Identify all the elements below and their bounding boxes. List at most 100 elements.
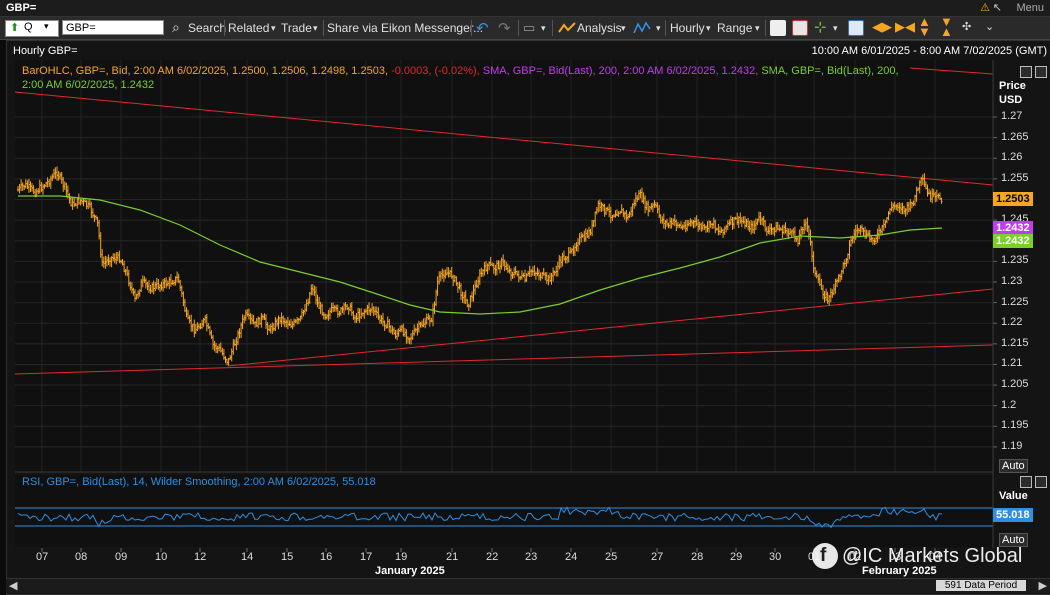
close-rsi-pane-icon[interactable]: [1035, 476, 1047, 488]
resistance-trendline[interactable]: [14, 91, 994, 186]
time-tick-label: 29: [730, 551, 743, 563]
q-icon: Q: [24, 21, 33, 33]
upper-trendline[interactable]: [909, 67, 994, 75]
price-plot-area: [15, 60, 993, 472]
window-title-bar: GBP= ⚠ ↖ Menu: [0, 0, 1050, 17]
chevron-down-icon: ▾: [706, 23, 711, 33]
toolbar-separator: [471, 20, 472, 36]
rsi-plot-area: [15, 475, 993, 547]
table-icon[interactable]: [848, 20, 864, 36]
watermark-text: @IC Markets Global: [842, 545, 1023, 567]
expand-icon[interactable]: ↖: [992, 2, 1002, 14]
ric-input[interactable]: GBP=: [62, 20, 164, 35]
rsi-value-badge: 55.018: [993, 508, 1033, 522]
rising-trendline[interactable]: [227, 288, 994, 367]
price-axis-currency: USD: [999, 94, 1023, 106]
redo-icon[interactable]: ↷: [498, 20, 511, 37]
scroll-left-arrow-icon[interactable]: ◀: [9, 580, 18, 592]
price-legend-line2: 2:00 AM 6/02/2025, 1.2432: [22, 79, 155, 91]
legend-segment: -0.0003, (-0.02%),: [391, 65, 483, 77]
price-tick-label: 1.205: [1001, 378, 1029, 391]
trendlines: [14, 67, 994, 375]
price-legend: BarOHLC, GBP=, Bid, 2:00 AM 6/02/2025, 1…: [22, 65, 899, 77]
crosshair-icon[interactable]: ⊹: [814, 19, 827, 36]
zoom-vertical-icon[interactable]: ▲ ▼: [918, 14, 931, 39]
ohlc-bar: [940, 197, 943, 204]
chart-type-icon[interactable]: [770, 20, 786, 36]
time-tick-label: 30: [769, 551, 782, 563]
chevron-down-icon: ▾: [755, 23, 760, 33]
toolbar-separator: [765, 20, 766, 36]
chevron-down-icon: ▾: [313, 23, 318, 33]
price-tick-label: 1.27: [1001, 110, 1023, 122]
time-tick-label: 27: [651, 551, 664, 563]
price-tick-label: 1.195: [1001, 419, 1029, 432]
indicator-icon[interactable]: [633, 21, 651, 35]
time-tick-label: 28: [691, 551, 704, 563]
price-auto-scale-button[interactable]: Auto: [999, 459, 1028, 473]
toolbar-separator: [552, 20, 553, 36]
toolbar-separator: [224, 20, 225, 36]
data-period-label[interactable]: 591 Data Period: [936, 580, 1026, 591]
rsi-line: [17, 506, 943, 529]
ohlc-bars: [17, 166, 943, 366]
time-scrollbar[interactable]: ◀ ▶ 591 Data Period: [6, 578, 1050, 593]
rsi-legend: RSI, GBP=, Bid(Last), 14, Wilder Smoothi…: [22, 476, 376, 488]
interval-selector[interactable]: Hourly: [670, 21, 705, 35]
price-tick-label: 1.2: [1001, 398, 1017, 411]
fit-vertical-icon[interactable]: ▼ ▲: [940, 14, 953, 39]
last-price-badge: 1.2503: [993, 192, 1033, 206]
facebook-icon: f: [812, 543, 838, 569]
time-tick-label: 17: [360, 551, 373, 563]
month-label-february: February 2025: [862, 565, 937, 577]
quote-type-selector[interactable]: ⬆ Q ▾: [5, 20, 59, 37]
toolbar-separator: [518, 20, 519, 36]
share-button[interactable]: Share via Eikon Messenger...: [327, 21, 484, 35]
rsi-auto-scale-button[interactable]: Auto: [999, 533, 1028, 547]
zoom-horizontal-icon[interactable]: ▶◀: [895, 19, 915, 34]
maximize-pane-icon[interactable]: [1020, 66, 1032, 78]
price-tick-label: 1.215: [1001, 336, 1029, 349]
legend-segment: BarOHLC, GBP=, Bid, 2:00 AM 6/02/2025, 1…: [22, 65, 392, 77]
time-tick-label: 25: [605, 551, 618, 563]
sma-badge-green: 1.2432: [993, 234, 1033, 248]
menu-button[interactable]: Menu: [1016, 2, 1044, 14]
scroll-right-arrow-icon[interactable]: ▶: [1038, 580, 1047, 592]
chevron-down-icon[interactable]: ⌄: [985, 21, 995, 33]
rsi-axis-title: Value: [999, 490, 1028, 502]
time-tick-label: 03: [889, 551, 902, 563]
time-tick-label: 19: [395, 551, 408, 563]
support-trendline[interactable]: [14, 344, 994, 375]
gridlines: [15, 60, 997, 552]
time-tick-label: 15: [281, 551, 294, 563]
close-pane-icon[interactable]: [1035, 66, 1047, 78]
toolbar-separator: [323, 20, 324, 36]
maximize-rsi-pane-icon[interactable]: [1020, 476, 1032, 488]
analysis-icon[interactable]: [558, 22, 576, 34]
sma-line: [18, 195, 943, 315]
time-tick-label: 22: [486, 551, 499, 563]
settings-icon[interactable]: ✣: [962, 21, 972, 33]
price-tick-label: 1.225: [1001, 295, 1029, 308]
chevron-down-icon: ▾: [271, 23, 276, 33]
undo-icon[interactable]: ↶: [476, 20, 489, 37]
related-button[interactable]: Related: [228, 21, 270, 35]
price-tick-label: 1.26: [1001, 151, 1023, 164]
search-button[interactable]: Search: [188, 21, 227, 35]
time-tick-label: 14: [241, 551, 254, 563]
search-icon[interactable]: ⌕: [172, 19, 180, 35]
price-tick-label: 1.23: [1001, 274, 1023, 287]
chevron-down-icon: ▾: [833, 23, 838, 33]
scroll-left-icon[interactable]: ◀▶: [872, 19, 892, 34]
chevron-down-icon: ▾: [541, 23, 546, 33]
alert-icon[interactable]: ⚠: [980, 2, 990, 14]
compare-icon[interactable]: [792, 20, 808, 36]
trade-button[interactable]: Trade: [281, 21, 312, 35]
time-tick-label: 12: [194, 551, 207, 563]
folder-icon[interactable]: ▭: [523, 20, 536, 35]
chevron-down-icon: ▾: [621, 23, 626, 33]
range-selector[interactable]: Range: [717, 21, 753, 35]
analysis-button[interactable]: Analysis: [577, 21, 622, 35]
price-axis-title: Price: [999, 80, 1026, 92]
